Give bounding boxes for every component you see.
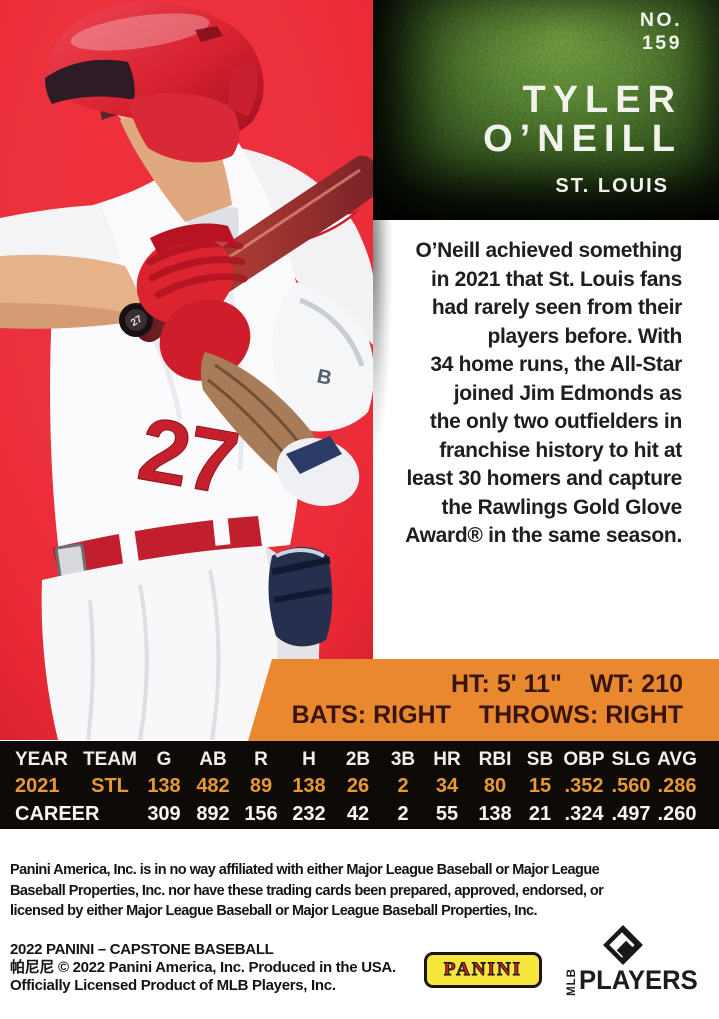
- mlbpa-players-text: PLAYERS: [579, 965, 698, 995]
- stat-cell: 42: [346, 803, 370, 825]
- elbow-guard: [272, 282, 373, 432]
- stats-table: YEAR TEAM G AB R H 2B 3B HR RBI SB OBP S…: [0, 741, 719, 829]
- stat-cell: STL: [91, 775, 129, 797]
- stat-col-header: H: [302, 749, 316, 770]
- card-number: NO. 159: [639, 9, 682, 54]
- panini-logo: PANINI: [424, 952, 542, 988]
- weight-value: WT: 210: [589, 670, 683, 698]
- belt: [52, 516, 262, 578]
- mlb-players-logo: MLB PLAYERS: [566, 924, 718, 1002]
- stat-cell: 138: [292, 775, 326, 797]
- stat-cell: 482: [196, 775, 230, 797]
- panini-logo-text: PANINI: [443, 959, 523, 981]
- stat-cell: .286: [657, 775, 697, 797]
- stat-cell: .260: [657, 803, 697, 825]
- stat-cell: 2: [397, 803, 409, 825]
- header-grass-panel: NO. 159 TYLER O’NEILL ST. LOUIS: [373, 0, 719, 220]
- stats-season-row: 2021 STL 138 482 89 138 26 2 34 80 15 .3…: [0, 772, 719, 800]
- vitals-line-height-weight: HT: 5' 11" WT: 210: [451, 669, 683, 700]
- crease-shadow: [373, 220, 401, 660]
- stat-cell: 89: [249, 775, 273, 797]
- vitals-bar: HT: 5' 11" WT: 210 BATS: RIGHT THROWS: RIG…: [248, 659, 719, 741]
- stat-col-header: G: [156, 749, 172, 770]
- stat-col-header: YEAR: [15, 749, 68, 770]
- stat-cell: CAREER: [15, 803, 100, 825]
- elbow-guard-letter: B: [315, 365, 334, 390]
- stat-cell: .324: [564, 803, 604, 825]
- bats-value: BATS: RIGHT: [291, 701, 451, 729]
- stat-col-header: SLG: [611, 749, 651, 770]
- bio-paragraph: O’Neill achieved something in 2021 that …: [405, 239, 682, 547]
- pants: [41, 546, 320, 740]
- stat-cell: .560: [611, 775, 651, 797]
- mlbpa-diamond-icon: [603, 925, 643, 965]
- stat-cell: .497: [611, 803, 651, 825]
- player-last-name: O’NEILL: [483, 118, 682, 160]
- copyright-text: 2022 PANINI – CAPSTONE BASEBALL 帕尼尼 © 20…: [10, 941, 396, 994]
- mlbpa-mlb-text: MLB: [566, 968, 578, 996]
- stat-cell: 34: [435, 775, 459, 797]
- stat-col-header: TEAM: [83, 749, 137, 770]
- stat-col-header: AVG: [657, 749, 697, 770]
- stats-career-row: CAREER 309 892 156 232 42 2 55 138 21 .3…: [0, 800, 719, 828]
- stat-cell: .352: [564, 775, 604, 797]
- vitals-line-bats-throws: BATS: RIGHT THROWS: RIGHT: [292, 700, 683, 731]
- stat-col-header: AB: [199, 749, 227, 770]
- stat-col-header: 2B: [345, 749, 371, 770]
- helmet-brim: [45, 59, 135, 104]
- stat-col-header: R: [254, 749, 268, 770]
- stat-cell: 2: [397, 775, 409, 797]
- player-team: ST. LOUIS: [555, 175, 669, 197]
- stat-cell: 55: [435, 803, 459, 825]
- stat-cell: 26: [346, 775, 370, 797]
- stat-cell: 232: [292, 803, 326, 825]
- stats-header-row: YEAR TEAM G AB R H 2B 3B HR RBI SB OBP S…: [0, 748, 719, 772]
- stat-cell: 138: [478, 803, 512, 825]
- stat-cell: 21: [528, 803, 552, 825]
- stat-cell: 138: [147, 775, 181, 797]
- stat-col-header: SB: [526, 749, 554, 770]
- height-value: HT: 5' 11": [451, 670, 562, 698]
- stat-cell: 80: [483, 775, 507, 797]
- stat-cell: 2021: [15, 775, 60, 797]
- player-photo: 27 27: [0, 0, 373, 740]
- grass-texture: [373, 0, 719, 220]
- player-first-name: TYLER: [522, 79, 682, 121]
- stat-cell: 156: [244, 803, 278, 825]
- stat-cell: 15: [528, 775, 552, 797]
- player-photo-art: 27 27: [0, 0, 373, 740]
- legal-text: Panini America, Inc. is in no way affili…: [10, 862, 604, 919]
- throws-value: THROWS: RIGHT: [478, 701, 683, 729]
- stat-cell: 892: [196, 803, 230, 825]
- stat-cell: 309: [147, 803, 181, 825]
- jaw-guard: [128, 93, 240, 163]
- stat-col-header: 3B: [390, 749, 416, 770]
- stat-col-header: OBP: [563, 749, 605, 770]
- stat-col-header: HR: [433, 749, 461, 770]
- stat-col-header: RBI: [478, 749, 512, 770]
